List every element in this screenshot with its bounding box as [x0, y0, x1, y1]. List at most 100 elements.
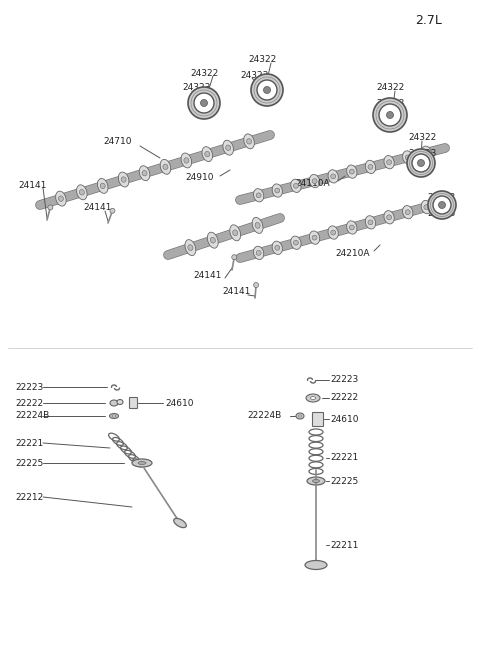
Ellipse shape	[293, 240, 299, 245]
Text: 22225: 22225	[330, 476, 358, 485]
Ellipse shape	[110, 400, 118, 406]
Text: 22212: 22212	[15, 493, 43, 502]
Text: 24322: 24322	[248, 56, 276, 64]
Ellipse shape	[202, 147, 213, 162]
Ellipse shape	[272, 241, 282, 255]
Ellipse shape	[132, 459, 152, 467]
Text: 24323: 24323	[182, 83, 210, 92]
Text: 22222: 22222	[15, 398, 43, 407]
FancyBboxPatch shape	[312, 413, 324, 426]
Ellipse shape	[207, 233, 218, 248]
Ellipse shape	[256, 250, 261, 255]
Ellipse shape	[188, 245, 193, 250]
Ellipse shape	[205, 151, 210, 157]
Text: 24323: 24323	[376, 100, 404, 109]
Circle shape	[110, 208, 115, 214]
Ellipse shape	[424, 204, 429, 210]
Circle shape	[48, 205, 53, 210]
Ellipse shape	[97, 178, 108, 193]
Ellipse shape	[311, 396, 315, 400]
Text: 22223: 22223	[330, 375, 358, 384]
Ellipse shape	[386, 215, 392, 219]
Ellipse shape	[275, 246, 280, 250]
Circle shape	[433, 196, 451, 214]
Text: 24322: 24322	[408, 134, 436, 143]
Ellipse shape	[59, 196, 63, 201]
Ellipse shape	[138, 462, 146, 464]
Ellipse shape	[331, 230, 336, 235]
Ellipse shape	[139, 166, 150, 181]
Circle shape	[188, 87, 220, 119]
Ellipse shape	[185, 240, 196, 255]
Ellipse shape	[119, 172, 129, 187]
Circle shape	[257, 80, 277, 100]
Ellipse shape	[312, 179, 317, 183]
Ellipse shape	[112, 415, 116, 417]
Ellipse shape	[244, 134, 254, 149]
Ellipse shape	[76, 185, 87, 200]
Ellipse shape	[255, 223, 260, 229]
Ellipse shape	[328, 170, 338, 183]
Text: 24610: 24610	[330, 415, 359, 424]
Ellipse shape	[142, 170, 147, 176]
Ellipse shape	[233, 230, 238, 236]
Ellipse shape	[253, 189, 264, 202]
Circle shape	[412, 154, 430, 172]
Ellipse shape	[291, 179, 301, 193]
FancyBboxPatch shape	[130, 398, 137, 409]
Ellipse shape	[100, 183, 105, 189]
Ellipse shape	[365, 215, 375, 229]
Circle shape	[232, 255, 237, 259]
Ellipse shape	[252, 217, 263, 233]
Ellipse shape	[331, 174, 336, 179]
Ellipse shape	[184, 158, 189, 163]
Text: 24110A: 24110A	[295, 179, 330, 187]
Ellipse shape	[349, 225, 354, 230]
Ellipse shape	[223, 140, 233, 155]
Circle shape	[418, 160, 424, 166]
Text: 22222: 22222	[330, 394, 358, 403]
Ellipse shape	[368, 164, 373, 170]
Ellipse shape	[56, 191, 66, 206]
Text: 22221: 22221	[330, 453, 358, 462]
Ellipse shape	[405, 155, 410, 160]
Ellipse shape	[347, 221, 357, 234]
Text: 2.7L: 2.7L	[415, 14, 442, 26]
Ellipse shape	[306, 394, 320, 402]
Text: 24141: 24141	[193, 271, 221, 280]
Ellipse shape	[310, 231, 320, 244]
Ellipse shape	[174, 518, 186, 528]
Circle shape	[407, 149, 435, 177]
Circle shape	[201, 100, 207, 107]
Ellipse shape	[272, 184, 282, 197]
Ellipse shape	[230, 225, 240, 241]
Ellipse shape	[121, 177, 126, 182]
Ellipse shape	[293, 183, 299, 188]
Text: 22221: 22221	[15, 438, 43, 447]
Text: 24323: 24323	[427, 208, 456, 217]
Ellipse shape	[405, 210, 410, 215]
Text: 24323: 24323	[240, 71, 268, 79]
Ellipse shape	[275, 188, 280, 193]
Ellipse shape	[386, 160, 392, 164]
Text: 24710: 24710	[103, 138, 132, 147]
Text: 22225: 22225	[15, 458, 43, 468]
Text: 24910: 24910	[185, 174, 214, 183]
Text: 24323: 24323	[408, 149, 436, 157]
Text: 24141: 24141	[222, 288, 251, 297]
Ellipse shape	[210, 237, 216, 243]
Ellipse shape	[117, 400, 123, 405]
Text: 22224B: 22224B	[15, 411, 49, 421]
Ellipse shape	[312, 479, 320, 483]
Ellipse shape	[256, 193, 261, 198]
Circle shape	[428, 191, 456, 219]
Circle shape	[194, 93, 214, 113]
Ellipse shape	[160, 159, 171, 174]
Text: 22211: 22211	[330, 540, 359, 550]
Text: 22223: 22223	[15, 383, 43, 392]
Circle shape	[379, 104, 401, 126]
Ellipse shape	[307, 477, 325, 485]
Ellipse shape	[163, 164, 168, 170]
Ellipse shape	[403, 151, 413, 164]
Ellipse shape	[421, 146, 432, 159]
